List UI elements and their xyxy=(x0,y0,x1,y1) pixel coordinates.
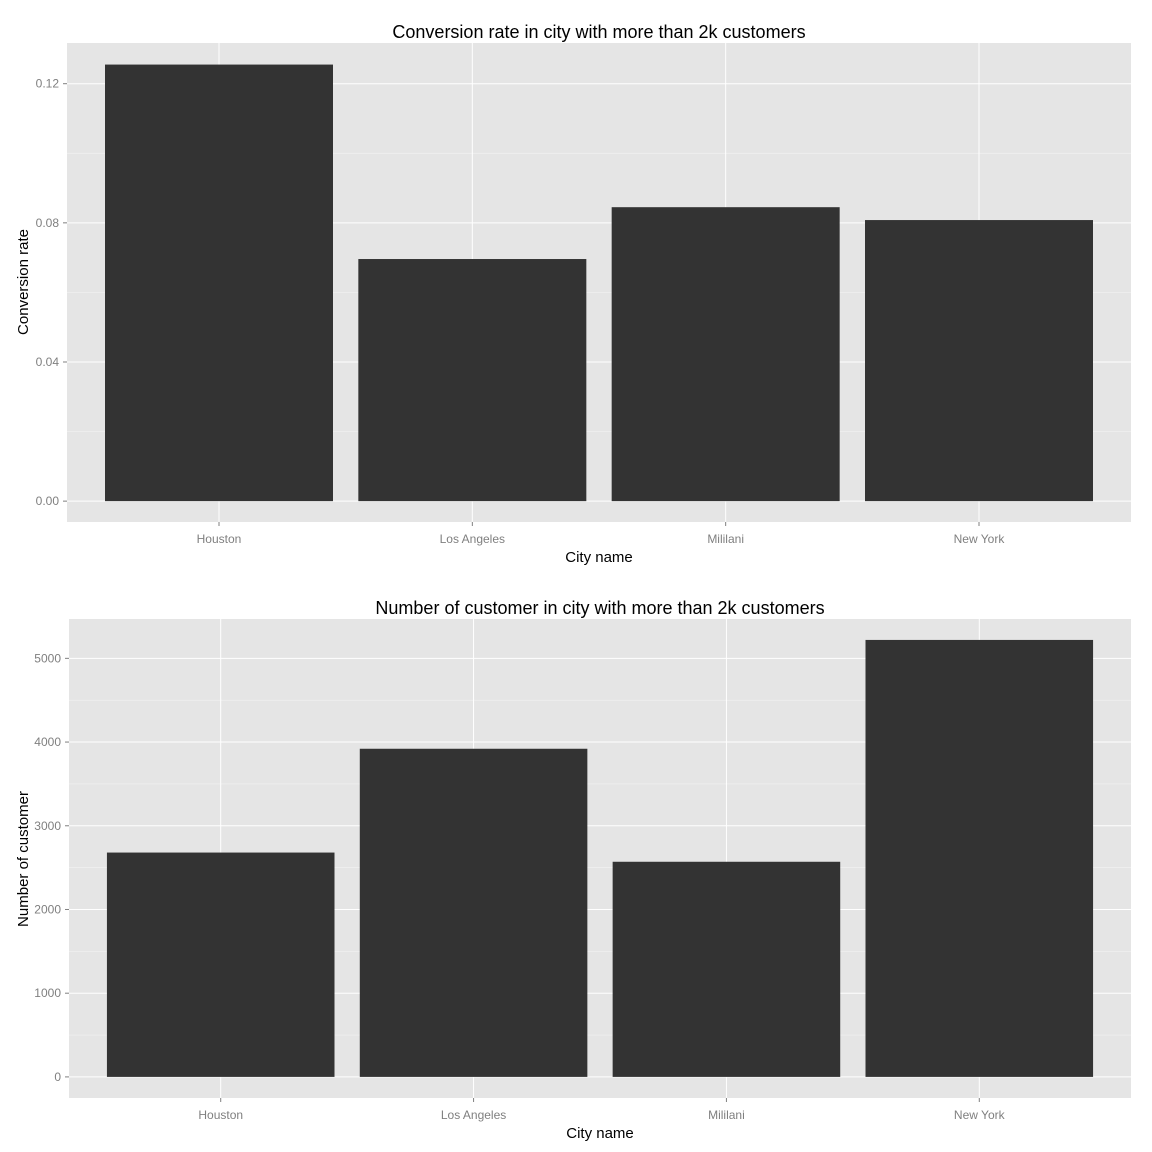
conversion-rate-y-tick-label: 0.00 xyxy=(36,494,60,508)
customer-count-bar-new-york xyxy=(865,639,1094,1077)
conversion-rate-x-axis-title: City name xyxy=(565,549,633,566)
customer-count-x-ticks: Houston Los Angeles Mililani New York xyxy=(198,1098,1006,1122)
conversion-rate-x-tick-label: Los Angeles xyxy=(440,532,505,546)
customer-count-y-ticks: 0 1000 2000 3000 4000 5000 xyxy=(34,651,69,1084)
conversion-rate-x-tick-label: Mililani xyxy=(707,532,744,546)
conversion-rate-bar-mililani xyxy=(611,207,840,502)
customer-count-y-tick-label: 2000 xyxy=(34,902,61,916)
conversion-rate-y-axis-title: Conversion rate xyxy=(15,229,32,335)
customer-count-x-axis-title: City name xyxy=(566,1125,634,1142)
conversion-rate-bars xyxy=(105,64,1093,502)
customer-count-y-tick-label: 4000 xyxy=(34,735,61,749)
conversion-rate-bar-los-angeles xyxy=(358,259,587,502)
conversion-rate-y-ticks: 0.00 0.04 0.08 0.12 xyxy=(36,77,67,508)
customer-count-y-tick-label: 0 xyxy=(54,1070,61,1084)
customer-count-bar-mililani xyxy=(612,861,841,1077)
customer-count-bar-los-angeles xyxy=(359,748,588,1077)
conversion-rate-y-tick-label: 0.12 xyxy=(36,77,60,91)
customer-count-chart: 0 1000 2000 3000 4000 5000 Houston Los Angeles… xyxy=(15,598,1131,1142)
customer-count-x-tick-label: Houston xyxy=(198,1108,243,1122)
customer-count-bar-houston xyxy=(106,852,335,1077)
conversion-rate-x-tick-label: Houston xyxy=(197,532,242,546)
customer-count-x-tick-label: Los Angeles xyxy=(441,1108,506,1122)
customer-count-chart-title: Number of customer in city with more tha… xyxy=(375,598,824,618)
conversion-rate-x-ticks: Houston Los Angeles Mililani New York xyxy=(197,522,1006,546)
conversion-rate-chart-title: Conversion rate in city with more than 2… xyxy=(392,22,805,42)
customer-count-y-tick-label: 1000 xyxy=(34,986,61,1000)
customer-count-y-tick-label: 3000 xyxy=(34,819,61,833)
customer-count-x-tick-label: Mililani xyxy=(708,1108,745,1122)
customer-count-y-axis-title: Number of customer xyxy=(15,791,32,927)
conversion-rate-bar-houston xyxy=(105,64,333,502)
conversion-rate-x-tick-label: New York xyxy=(954,532,1006,546)
conversion-rate-bar-new-york xyxy=(865,220,1093,502)
conversion-rate-y-tick-label: 0.08 xyxy=(36,216,60,230)
conversion-rate-y-tick-label: 0.04 xyxy=(36,355,60,369)
customer-count-y-tick-label: 5000 xyxy=(34,651,61,665)
conversion-rate-chart: 0.00 0.04 0.08 0.12 Houston Los Angeles Milil… xyxy=(15,22,1131,566)
customer-count-x-tick-label: New York xyxy=(954,1108,1006,1122)
customer-count-bars xyxy=(106,639,1094,1077)
